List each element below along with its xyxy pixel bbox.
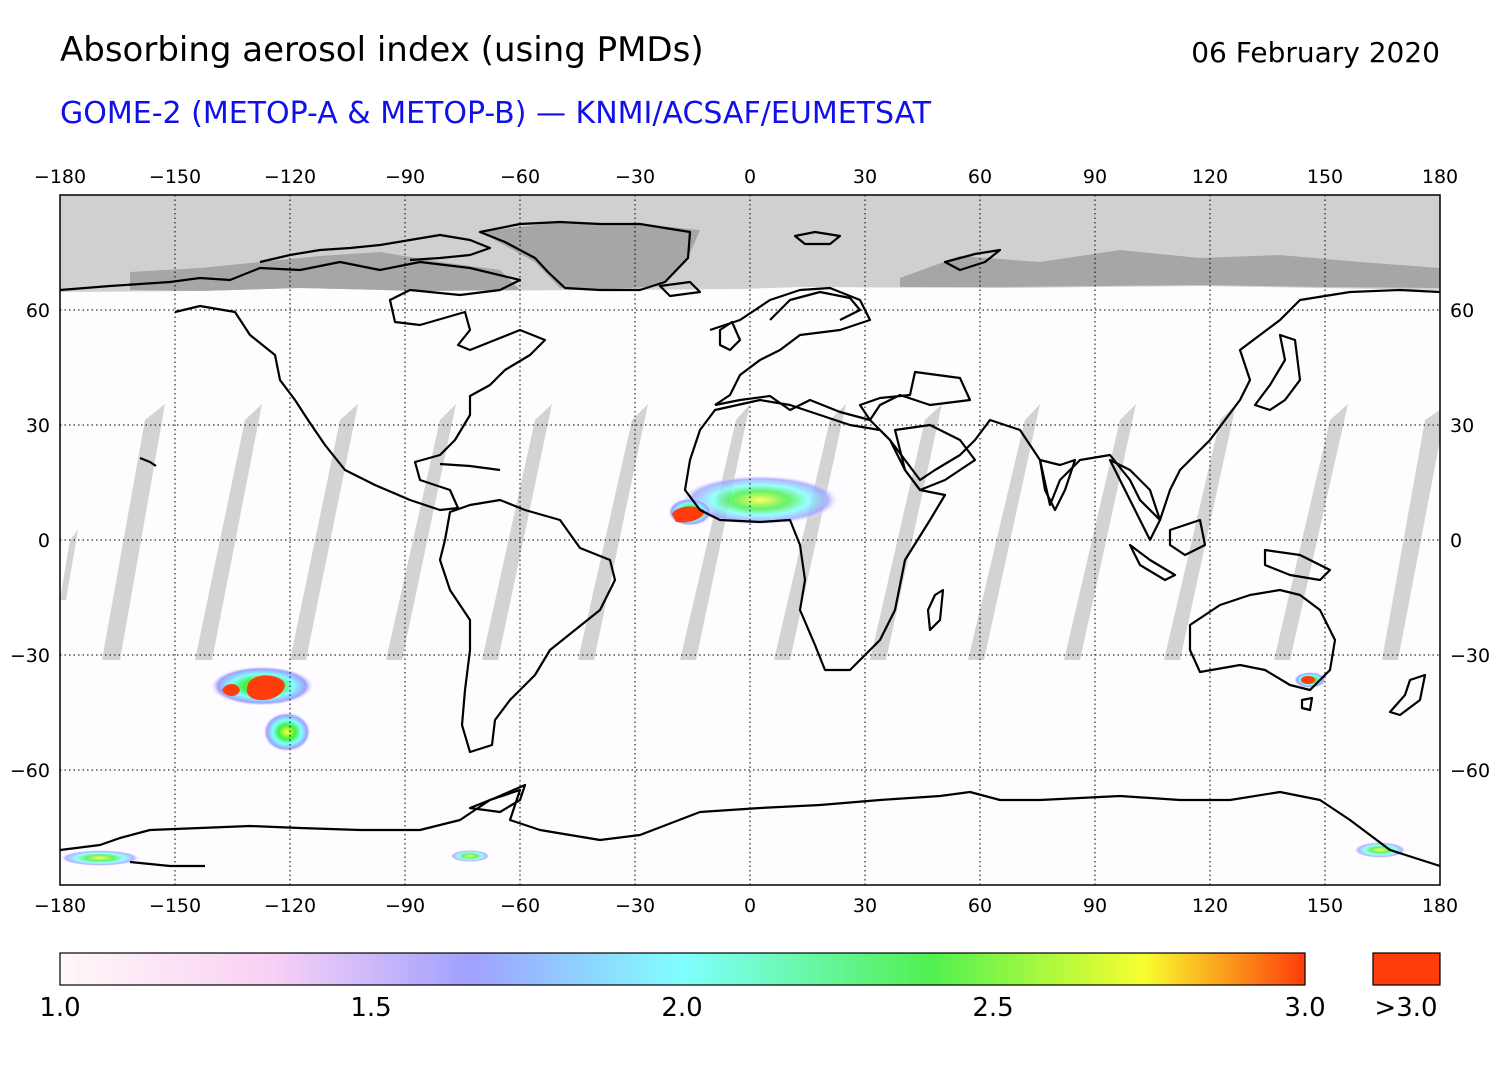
lat-tick-label-left: −60 <box>10 760 50 782</box>
colorbar-label-2-0: 2.0 <box>661 993 703 1023</box>
colorbar-label-1-0: 1.0 <box>39 993 81 1023</box>
lat-tick-label-right: −30 <box>1450 645 1490 667</box>
aerosol-plumes <box>60 475 1406 866</box>
lon-tick-label-bottom: −30 <box>615 895 655 917</box>
map-subtitle: GOME-2 (METOP-A & METOP-B) — KNMI/ACSAF/… <box>60 96 932 131</box>
graticule <box>60 195 1440 885</box>
svalbard-coast <box>793 230 842 246</box>
eurasia-coast <box>714 288 1440 522</box>
antarctic-peninsula-coast <box>468 783 527 814</box>
lon-tick-label-bottom: −90 <box>385 895 425 917</box>
orbit-gap-stripes <box>60 404 1440 660</box>
lon-tick-label-top: 0 <box>744 166 756 188</box>
lon-tick-label-top: 30 <box>853 166 877 188</box>
hawaii-coast <box>139 456 157 467</box>
colorbar-label-1-5: 1.5 <box>350 993 392 1023</box>
greenland-land-shade <box>480 222 700 290</box>
lon-tick-label-bottom: −120 <box>264 895 316 917</box>
lat-tick-label-right: 0 <box>1450 530 1462 552</box>
india-coast <box>1038 458 1077 512</box>
novaya-zemlya-coast <box>943 248 1002 272</box>
north-america-coast <box>60 260 547 512</box>
europe-north-coast <box>709 286 872 406</box>
lat-tick-label-left: 60 <box>26 300 50 322</box>
lon-tick-label-top: −90 <box>385 166 425 188</box>
lat-tick-label-right: 60 <box>1450 300 1474 322</box>
lon-tick-label-top: −180 <box>34 166 86 188</box>
lon-tick-label-top: 60 <box>968 166 992 188</box>
coastlines <box>60 220 1440 868</box>
madagascar-coast <box>926 588 945 632</box>
colorbar-label-2-5: 2.5 <box>972 993 1014 1023</box>
arctic-islands-coast <box>259 233 492 264</box>
lat-tick-label-right: −60 <box>1450 760 1490 782</box>
lon-tick-label-bottom: 180 <box>1422 895 1458 917</box>
arabia-coast <box>893 423 977 492</box>
antilles-coast <box>439 462 501 472</box>
lon-tick-label-bottom: 0 <box>744 895 756 917</box>
lat-tick-label-left: 0 <box>38 530 50 552</box>
axis-ticks: −180 −180 −150 −150 −120 −120 −90 −90 −60 −60 −30 −… <box>10 166 1490 917</box>
south-america-coast <box>438 498 617 754</box>
colorbar-label-3-0: 3.0 <box>1284 993 1326 1023</box>
lon-tick-label-top: −30 <box>615 166 655 188</box>
lon-tick-label-top: 150 <box>1307 166 1343 188</box>
lon-tick-label-top: −120 <box>264 166 316 188</box>
ross-ice-shelf-coast <box>129 860 205 868</box>
british-isles-coast <box>718 320 742 352</box>
colorbar-overflow-box <box>1372 952 1441 986</box>
map-frame <box>59 194 1441 886</box>
lon-tick-label-top: −60 <box>500 166 540 188</box>
lon-tick-label-bottom: −150 <box>149 895 201 917</box>
japan-coast <box>1253 333 1302 412</box>
lon-tick-label-bottom: 120 <box>1192 895 1228 917</box>
australia-coast <box>1188 588 1337 692</box>
antarctica-coast <box>60 788 1440 868</box>
lat-tick-label-left: −30 <box>10 645 50 667</box>
lon-tick-label-bottom: −60 <box>500 895 540 917</box>
lon-tick-label-top: 90 <box>1083 166 1107 188</box>
lon-tick-label-bottom: −180 <box>34 895 86 917</box>
lat-tick-label-right: 30 <box>1450 415 1474 437</box>
siberia-land-shade <box>900 250 1440 288</box>
map-title: Absorbing aerosol index (using PMDs) <box>60 30 704 70</box>
lon-tick-label-top: 180 <box>1422 166 1458 188</box>
colorbar <box>59 952 1306 986</box>
lon-tick-label-bottom: 30 <box>853 895 877 917</box>
lon-tick-label-top: −150 <box>149 166 201 188</box>
colorbar-overflow-label: >3.0 <box>1374 993 1438 1023</box>
lon-tick-label-bottom: 90 <box>1083 895 1107 917</box>
new-zealand-coast <box>1388 673 1427 717</box>
new-guinea-coast <box>1263 548 1332 582</box>
lon-tick-label-bottom: 60 <box>968 895 992 917</box>
map-date: 06 February 2020 <box>1191 36 1440 69</box>
lon-tick-label-top: 120 <box>1192 166 1228 188</box>
greenland-coast <box>478 220 692 292</box>
lon-tick-label-bottom: 150 <box>1307 895 1343 917</box>
scandinavia-coast <box>769 290 862 321</box>
borneo-coast <box>1168 518 1207 557</box>
iceland-coast <box>658 280 702 298</box>
lat-tick-label-left: 30 <box>26 415 50 437</box>
sumatra-coast <box>1128 543 1177 582</box>
tasmania-coast <box>1300 696 1314 712</box>
